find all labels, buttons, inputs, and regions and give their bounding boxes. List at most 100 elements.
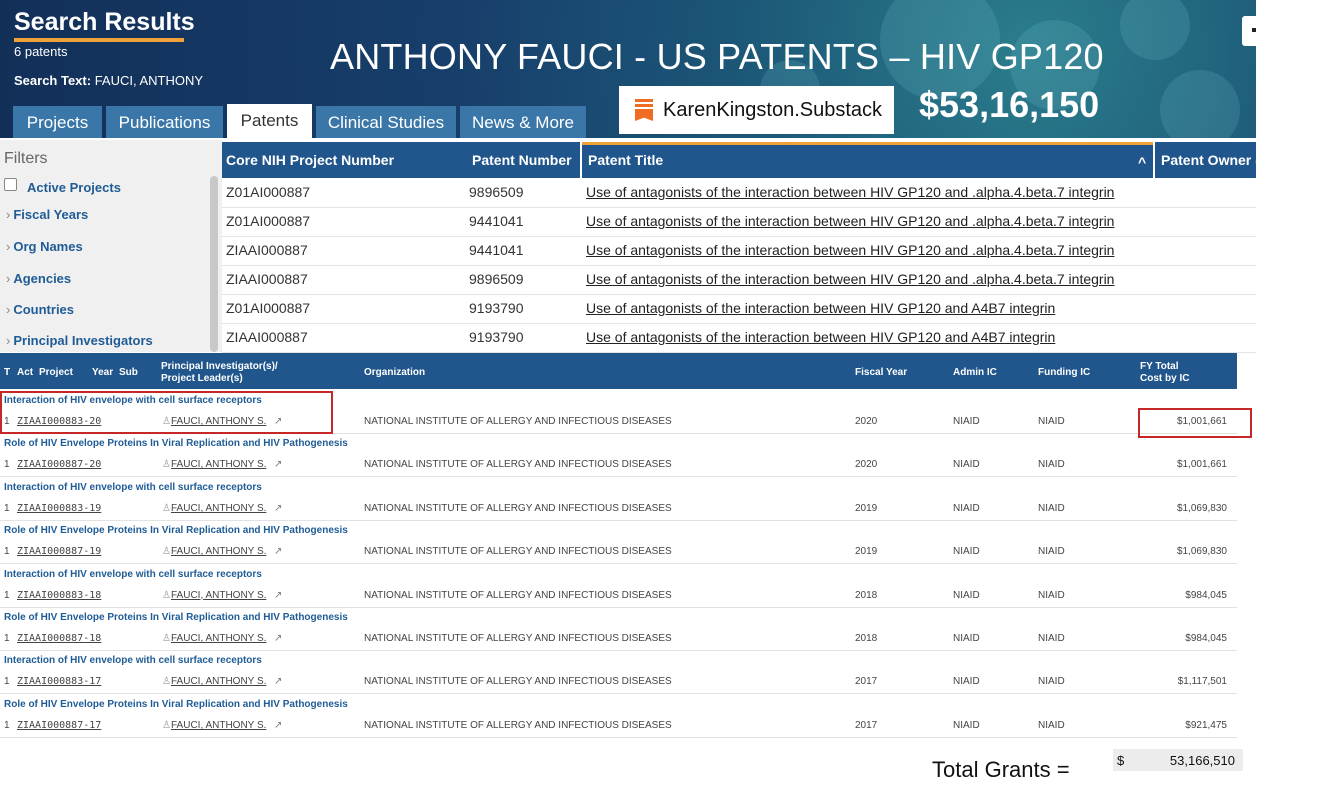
search-text-label: Search Text: xyxy=(14,73,92,88)
col-total-line1[interactable]: FY Total xyxy=(1140,361,1179,372)
tab-clinical-studies[interactable]: Clinical Studies xyxy=(316,106,456,138)
col-pi-line2[interactable]: Project Leader(s) xyxy=(161,373,243,384)
side-toggle-button[interactable] xyxy=(1242,16,1258,46)
highlight-box-cost xyxy=(1138,408,1252,438)
tab-projects[interactable]: Projects xyxy=(13,106,102,138)
patent-title-link[interactable]: Use of antagonists of the interaction be… xyxy=(586,213,1115,229)
grant-project-number-link[interactable]: ZIAAI000887-17 xyxy=(17,719,102,731)
filter-agencies[interactable]: › Agencies xyxy=(6,271,72,286)
grant-title-link[interactable]: Role of HIV Envelope Proteins In Viral R… xyxy=(4,438,348,450)
col-year[interactable]: Year xyxy=(92,367,114,378)
col-patent-number[interactable]: Patent Number xyxy=(472,152,572,168)
filters-scrollbar[interactable] xyxy=(210,176,218,352)
patent-title-link[interactable]: Use of antagonists of the interaction be… xyxy=(586,329,1056,345)
external-link-icon[interactable]: ↗ xyxy=(274,719,283,731)
grant-organization: NATIONAL INSTITUTE OF ALLERGY AND INFECT… xyxy=(364,416,672,427)
sorted-column-indicator xyxy=(582,142,1153,145)
grant-project-number-link[interactable]: ZIAAI000883-19 xyxy=(17,502,102,514)
grant-pi-link[interactable]: FAUCI, ANTHONY S. xyxy=(171,546,267,558)
grant-title-link[interactable]: Interaction of HIV envelope with cell su… xyxy=(4,395,262,406)
grant-pi-link[interactable]: FAUCI, ANTHONY S. xyxy=(171,416,267,427)
external-link-icon[interactable]: ↗ xyxy=(274,589,283,601)
col-admin-ic[interactable]: Admin IC xyxy=(953,367,997,378)
filter-countries[interactable]: › Countries xyxy=(6,302,75,317)
grant-type: 1 xyxy=(4,676,10,688)
grant-admin-ic: NIAID xyxy=(953,546,980,558)
patent-title-link[interactable]: Use of antagonists of the interaction be… xyxy=(586,242,1115,258)
filter-active-projects[interactable]: Active Projects xyxy=(27,180,121,195)
external-link-icon[interactable]: ↗ xyxy=(274,546,283,558)
grant-title-link[interactable]: Role of HIV Envelope Proteins In Viral R… xyxy=(4,525,348,537)
col-project[interactable]: Project xyxy=(39,367,73,378)
col-activity[interactable]: Act xyxy=(17,367,34,378)
sort-ascending-icon[interactable]: ^ xyxy=(1138,154,1147,170)
filter-principal-investigators[interactable]: › Principal Investigators xyxy=(6,333,153,348)
chevron-right-icon: › xyxy=(6,302,11,317)
grant-pi-link[interactable]: FAUCI, ANTHONY S. xyxy=(171,633,267,644)
grants-table-header: T Act Project Year Sub Principal Investi… xyxy=(0,353,1237,389)
patent-project-number: ZIAAI000887 xyxy=(226,329,308,345)
patent-number: 9441041 xyxy=(469,242,524,258)
col-patent-owner[interactable]: Patent Owner ( xyxy=(1161,152,1260,168)
col-fiscal-year[interactable]: Fiscal Year xyxy=(855,367,908,378)
chevron-right-icon: › xyxy=(6,271,11,286)
grant-organization: NATIONAL INSTITUTE OF ALLERGY AND INFECT… xyxy=(364,676,672,688)
col-funding-ic[interactable]: Funding IC xyxy=(1038,367,1091,378)
grant-title-link[interactable]: Interaction of HIV envelope with cell su… xyxy=(4,655,262,667)
grant-pi-link[interactable]: FAUCI, ANTHONY S. xyxy=(171,676,267,688)
grant-title-link[interactable]: Role of HIV Envelope Proteins In Viral R… xyxy=(4,698,348,710)
tab-publications[interactable]: Publications xyxy=(106,106,223,138)
filter-org-names[interactable]: › Org Names xyxy=(6,239,83,254)
col-organization[interactable]: Organization xyxy=(364,367,426,378)
grant-title-link[interactable]: Role of HIV Envelope Proteins In Viral R… xyxy=(4,612,348,623)
patent-title-link[interactable]: Use of antagonists of the interaction be… xyxy=(586,184,1115,200)
col-type[interactable]: T xyxy=(4,367,11,378)
grant-row: Interaction of HIV envelope with cell su… xyxy=(0,564,1237,608)
grant-total-cost: $921,475 xyxy=(1185,719,1227,731)
patents-table: Core NIH Project Number Patent Number Pa… xyxy=(222,140,1260,353)
grant-project-number-link[interactable]: ZIAAI000883-18 xyxy=(17,589,102,601)
active-projects-checkbox[interactable] xyxy=(4,178,17,191)
col-core-project[interactable]: Core NIH Project Number xyxy=(226,152,395,168)
grant-fiscal-year: 2018 xyxy=(855,633,878,644)
external-link-icon[interactable]: ↗ xyxy=(274,416,283,427)
tab-news-and-more[interactable]: News & More xyxy=(460,106,586,138)
grant-admin-ic: NIAID xyxy=(953,676,980,688)
external-link-icon[interactable]: ↗ xyxy=(274,502,283,514)
grant-pi-link[interactable]: FAUCI, ANTHONY S. xyxy=(171,589,267,601)
grant-pi-link[interactable]: FAUCI, ANTHONY S. xyxy=(171,459,267,471)
patent-title-link[interactable]: Use of antagonists of the interaction be… xyxy=(586,300,1056,316)
grant-pi-link[interactable]: FAUCI, ANTHONY S. xyxy=(171,719,267,731)
patent-row: ZIAAI000887 9896509 Use of antagonists of … xyxy=(222,265,1256,295)
highlight-box-project xyxy=(0,391,333,434)
grant-fiscal-year: 2017 xyxy=(855,676,878,688)
col-patent-title[interactable]: Patent Title xyxy=(588,152,664,168)
filter-fiscal-years[interactable]: › Fiscal Years xyxy=(6,207,89,222)
grant-title-link[interactable]: Interaction of HIV envelope with cell su… xyxy=(4,568,262,580)
patent-project-number: ZIAAI000887 xyxy=(226,242,308,258)
external-link-icon[interactable]: ↗ xyxy=(274,459,283,471)
grant-total-cost: $1,001,661 xyxy=(1176,416,1227,427)
grant-funding-ic: NIAID xyxy=(1038,459,1065,471)
grant-row: Interaction of HIV envelope with cell su… xyxy=(0,650,1237,695)
grant-project-number-link[interactable]: ZIAAI000887-19 xyxy=(17,546,102,558)
filters-title: Filters xyxy=(4,150,48,167)
patent-number: 9193790 xyxy=(469,300,524,316)
grant-admin-ic: NIAID xyxy=(953,633,980,644)
external-link-icon[interactable]: ↗ xyxy=(274,676,283,688)
person-icon: ♙ xyxy=(162,546,171,558)
col-pi-line1[interactable]: Principal Investigator(s)/ xyxy=(161,361,278,372)
patent-title-link[interactable]: Use of antagonists of the interaction be… xyxy=(586,271,1115,287)
grant-project-number-link[interactable]: ZIAAI000883-17 xyxy=(17,676,102,688)
grant-project-number-link[interactable]: ZIAAI000887-20 xyxy=(17,459,102,471)
grant-title-link[interactable]: Interaction of HIV envelope with cell su… xyxy=(4,481,262,493)
col-sub[interactable]: Sub xyxy=(119,367,138,378)
grant-pi-link[interactable]: FAUCI, ANTHONY S. xyxy=(171,502,267,514)
grant-type: 1 xyxy=(4,633,10,644)
col-total-line2[interactable]: Cost by IC xyxy=(1140,373,1190,384)
external-link-icon[interactable]: ↗ xyxy=(274,633,283,644)
grant-project-number-link[interactable]: ZIAAI000883-20 xyxy=(17,416,102,427)
tab-patents[interactable]: Patents xyxy=(227,104,312,138)
grant-project-number-link[interactable]: ZIAAI000887-18 xyxy=(17,633,102,644)
grant-admin-ic: NIAID xyxy=(953,719,980,731)
